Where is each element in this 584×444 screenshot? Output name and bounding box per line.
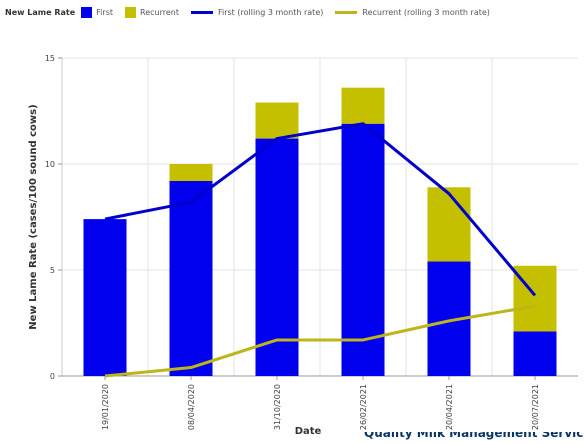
footer-brand-text: Quality Milk Management Services	[364, 432, 584, 440]
y-tick-label: 10	[45, 160, 55, 169]
line-recurrent-rolling	[104, 304, 536, 378]
legend-item-first-rolling[interactable]: First (rolling 3 month rate)	[190, 7, 324, 17]
x-axis-title: Date	[295, 426, 322, 437]
bar-first	[255, 138, 299, 376]
x-tick-label: 08/04/2020	[187, 384, 196, 430]
y-tick-label: 15	[45, 54, 55, 63]
bar-first	[83, 219, 127, 376]
line-first-rolling	[104, 122, 537, 297]
bar-recurrent	[427, 187, 471, 262]
legend-label-first: First	[96, 7, 113, 17]
legend-label-recurrent-rolling: Recurrent (rolling 3 month rate)	[362, 7, 490, 17]
x-tick-label: 26/02/2021	[359, 384, 368, 430]
y-axis-title: New Lame Rate (cases/100 sound cows)	[28, 104, 39, 329]
legend-swatch-recurrent	[125, 6, 136, 18]
footer-brand: Quality Milk Management Services	[364, 432, 584, 444]
y-tick-label: 5	[50, 266, 55, 275]
legend-swatch-first	[81, 6, 93, 18]
y-tick-label: 0	[50, 372, 55, 381]
chart-legend: New Lame Rate First Recurrent First (rol…	[5, 4, 502, 20]
legend-swatch-recurrent-rolling	[335, 10, 358, 14]
bar-recurrent	[169, 164, 213, 181]
legend-title: New Lame Rate	[5, 7, 76, 17]
bar-first	[341, 123, 385, 376]
x-tick-label: 31/10/2020	[273, 384, 282, 430]
bar-recurrent	[341, 87, 385, 124]
x-tick-label: 20/07/2021	[531, 384, 540, 430]
legend-item-recurrent-rolling[interactable]: Recurrent (rolling 3 month rate)	[335, 8, 490, 17]
bar-recurrent	[255, 102, 299, 139]
legend-item-recurrent[interactable]: Recurrent	[125, 6, 179, 18]
x-tick-label: 19/01/2020	[101, 384, 110, 430]
bar-first	[513, 331, 557, 376]
legend-label-first-rolling: First (rolling 3 month rate)	[217, 7, 324, 17]
bar-first	[169, 180, 213, 376]
legend-label-recurrent: Recurrent	[140, 7, 179, 17]
x-tick-label: 20/04/2021	[445, 384, 454, 430]
legend-item-first[interactable]: First	[81, 6, 113, 18]
legend-swatch-first-rolling	[190, 10, 213, 14]
